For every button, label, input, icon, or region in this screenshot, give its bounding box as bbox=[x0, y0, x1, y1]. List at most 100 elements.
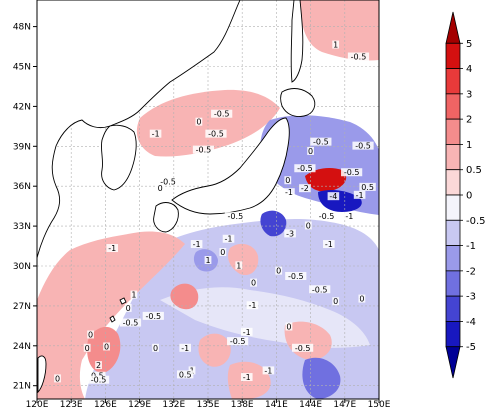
ryukyu-island bbox=[109, 315, 116, 323]
contour-label: -1 bbox=[248, 301, 256, 310]
contour-label-bg bbox=[130, 290, 138, 299]
colorbar-segment bbox=[445, 68, 461, 95]
contour-label-bg bbox=[179, 343, 191, 352]
colorbar-label: -4 bbox=[466, 317, 476, 328]
contour-label-bg bbox=[192, 145, 215, 154]
contour-label: -1 bbox=[108, 244, 116, 253]
kyushu bbox=[153, 202, 179, 233]
contour-label: 0 bbox=[153, 344, 158, 353]
contour-label: -0.5 bbox=[160, 178, 176, 187]
contour-label-bg bbox=[54, 374, 61, 383]
contour-label: 0 bbox=[285, 176, 290, 185]
taiwan bbox=[37, 355, 47, 394]
contour-label-bg bbox=[124, 303, 132, 312]
contour-label: 0 bbox=[158, 184, 163, 193]
colorbar-label: -3 bbox=[466, 292, 476, 303]
contour-label: -0.5 bbox=[91, 376, 107, 385]
colorbar-label: 0 bbox=[466, 191, 472, 202]
lon-tick-label: 120E bbox=[26, 400, 49, 408]
contour-label: -0.5 bbox=[344, 168, 360, 177]
positive-patch bbox=[170, 283, 199, 310]
lat-tick-label: 48N bbox=[13, 23, 31, 33]
contour-label: 0 bbox=[88, 330, 93, 339]
contour-label: -1 bbox=[152, 130, 160, 139]
contour-label: 1 bbox=[205, 256, 210, 265]
contour-label-bg bbox=[119, 318, 142, 327]
contour-label-bg bbox=[240, 327, 253, 336]
contour-label-bg bbox=[315, 212, 338, 221]
ryukyu-island bbox=[119, 297, 127, 305]
contour-label-bg bbox=[87, 330, 94, 339]
contour-label-bg bbox=[341, 168, 363, 177]
colorbar-segment bbox=[445, 219, 461, 246]
contour-label-bg bbox=[235, 261, 243, 270]
colorbar-segment bbox=[445, 194, 461, 221]
colorbar-label: 2 bbox=[466, 115, 472, 126]
lon-tick-label: 141E bbox=[265, 400, 288, 408]
contour-label: -0.5 bbox=[351, 53, 367, 62]
contour-label: 1 bbox=[236, 261, 241, 270]
colorbar-label: -5 bbox=[466, 342, 476, 353]
contour-label-bg bbox=[152, 343, 159, 352]
lon-tick-label: 147E bbox=[333, 400, 356, 408]
contour-label-bg bbox=[309, 285, 331, 294]
colorbar-label: 4 bbox=[466, 64, 472, 75]
contour-label: -0.5 bbox=[145, 312, 161, 321]
contour-label-bg bbox=[227, 337, 249, 346]
colorbar-segment bbox=[445, 321, 461, 348]
colorbar-label: 0.5 bbox=[466, 165, 482, 176]
contour-label-bg bbox=[332, 40, 340, 49]
contour-label-bg bbox=[307, 146, 314, 155]
contour-label-bg bbox=[246, 301, 259, 310]
contour-label: -3 bbox=[286, 229, 294, 238]
latitude-axis: 48N 45N 42N 39N 36N 33N 30N 27N 24N 21N bbox=[13, 23, 37, 392]
contour-label: 0.5 bbox=[361, 183, 374, 192]
contour-label: -1 bbox=[193, 240, 201, 249]
contour-label-bg bbox=[358, 294, 366, 303]
positive-region-okhotsk bbox=[300, 0, 379, 61]
contour-label: 0 bbox=[333, 297, 338, 306]
contour-label-bg bbox=[204, 256, 212, 265]
lat-tick-label: 24N bbox=[13, 342, 31, 352]
contour-label: -0.5 bbox=[123, 319, 139, 328]
contour-label: -1 bbox=[264, 366, 272, 375]
contour-label: -1 bbox=[243, 373, 251, 382]
positive-region-sea-of-japan bbox=[136, 89, 280, 157]
contour-label-bg bbox=[284, 229, 296, 238]
lat-tick-label: 45N bbox=[13, 63, 31, 73]
contour-label-bg bbox=[359, 182, 376, 191]
contour-label-bg bbox=[106, 244, 119, 253]
contour-label: -0.5 bbox=[295, 344, 311, 353]
lon-tick-label: 144E bbox=[299, 400, 322, 408]
contour-label: 0 bbox=[306, 221, 311, 230]
contour-label-bg bbox=[142, 311, 164, 320]
contour-label: 0 bbox=[286, 323, 291, 332]
contour-label-bg bbox=[224, 212, 246, 221]
colorbar-segment bbox=[445, 169, 461, 196]
contour-label-bg bbox=[304, 221, 312, 230]
korean-peninsula bbox=[100, 124, 137, 191]
contour-label: -0.5 bbox=[312, 285, 328, 294]
contour-label: 1 bbox=[333, 41, 338, 50]
contour-label: 1 bbox=[131, 291, 136, 300]
colorbar-label: -2 bbox=[466, 266, 476, 277]
sakhalin bbox=[290, 0, 304, 83]
contour-label-bg bbox=[190, 240, 203, 249]
contour-label: -4 bbox=[329, 192, 337, 201]
colorbar-segment bbox=[445, 144, 461, 171]
contour-label-bg bbox=[222, 234, 235, 243]
contour-label: -2 bbox=[301, 184, 309, 193]
colorbar-segment bbox=[445, 346, 461, 379]
contour-label: 0 bbox=[85, 344, 90, 353]
contour-label: -0.5 bbox=[214, 110, 230, 119]
contour-label-bg bbox=[323, 240, 335, 249]
contour-label: 0 bbox=[196, 118, 201, 127]
contour-label-bg bbox=[292, 343, 314, 352]
colorbar-segment bbox=[445, 11, 461, 44]
contour-label: -0.5 bbox=[208, 130, 224, 139]
lon-tick-label: 132E bbox=[162, 400, 185, 408]
contour-label-bg bbox=[347, 52, 370, 61]
colorbar-label: 1 bbox=[466, 140, 472, 151]
contour-label: -0.5 bbox=[297, 164, 313, 173]
lat-tick-label: 42N bbox=[13, 102, 31, 112]
